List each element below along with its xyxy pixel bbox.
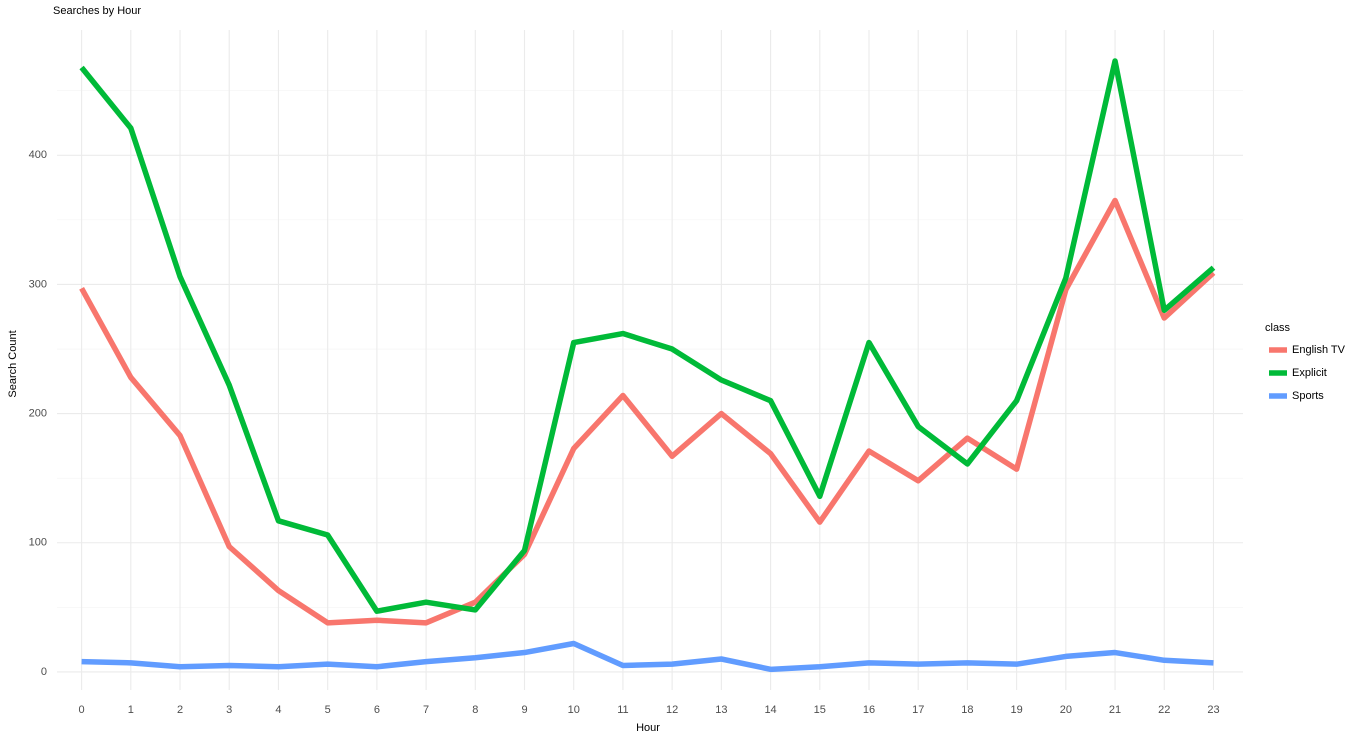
x-tick-label: 21 bbox=[1109, 704, 1121, 716]
x-tick-label: 7 bbox=[423, 704, 429, 716]
x-tick-label: 3 bbox=[226, 704, 232, 716]
x-tick-label: 12 bbox=[666, 704, 678, 716]
x-tick-label: 14 bbox=[764, 704, 776, 716]
y-tick-label: 0 bbox=[41, 666, 47, 678]
legend-title: class bbox=[1265, 322, 1291, 334]
legend-label: English TV bbox=[1292, 344, 1346, 356]
x-tick-label: 6 bbox=[374, 704, 380, 716]
x-tick-label: 10 bbox=[568, 704, 580, 716]
series-line bbox=[79, 197, 1216, 626]
x-axis-label: Hour bbox=[636, 722, 660, 734]
chart-title: Searches by Hour bbox=[53, 5, 141, 17]
y-tick-label: 200 bbox=[29, 408, 47, 420]
x-tick-label: 0 bbox=[79, 704, 85, 716]
legend-label: Explicit bbox=[1292, 367, 1327, 379]
legend-label: Sports bbox=[1292, 390, 1324, 402]
y-tick-label: 300 bbox=[29, 278, 47, 290]
x-tick-label: 23 bbox=[1207, 704, 1219, 716]
x-tick-label: 8 bbox=[472, 704, 478, 716]
x-tick-label: 19 bbox=[1011, 704, 1023, 716]
x-tick-label: 9 bbox=[521, 704, 527, 716]
series-line bbox=[79, 58, 1216, 614]
x-tick-label: 1 bbox=[128, 704, 134, 716]
y-axis-label: Search Count bbox=[7, 330, 19, 397]
y-tick-label: 400 bbox=[29, 149, 47, 161]
x-tick-label: 13 bbox=[715, 704, 727, 716]
x-tick-label: 20 bbox=[1060, 704, 1072, 716]
series-line bbox=[81, 640, 1214, 673]
x-tick-label: 11 bbox=[617, 704, 628, 716]
x-tick-label: 2 bbox=[177, 704, 183, 716]
x-tick-label: 22 bbox=[1158, 704, 1170, 716]
x-tick-label: 15 bbox=[814, 704, 826, 716]
x-tick-label: 16 bbox=[863, 704, 875, 716]
x-tick-label: 18 bbox=[961, 704, 973, 716]
x-tick-label: 5 bbox=[325, 704, 331, 716]
x-tick-label: 4 bbox=[275, 704, 281, 716]
y-tick-label: 100 bbox=[29, 537, 47, 549]
x-tick-label: 17 bbox=[912, 704, 924, 716]
